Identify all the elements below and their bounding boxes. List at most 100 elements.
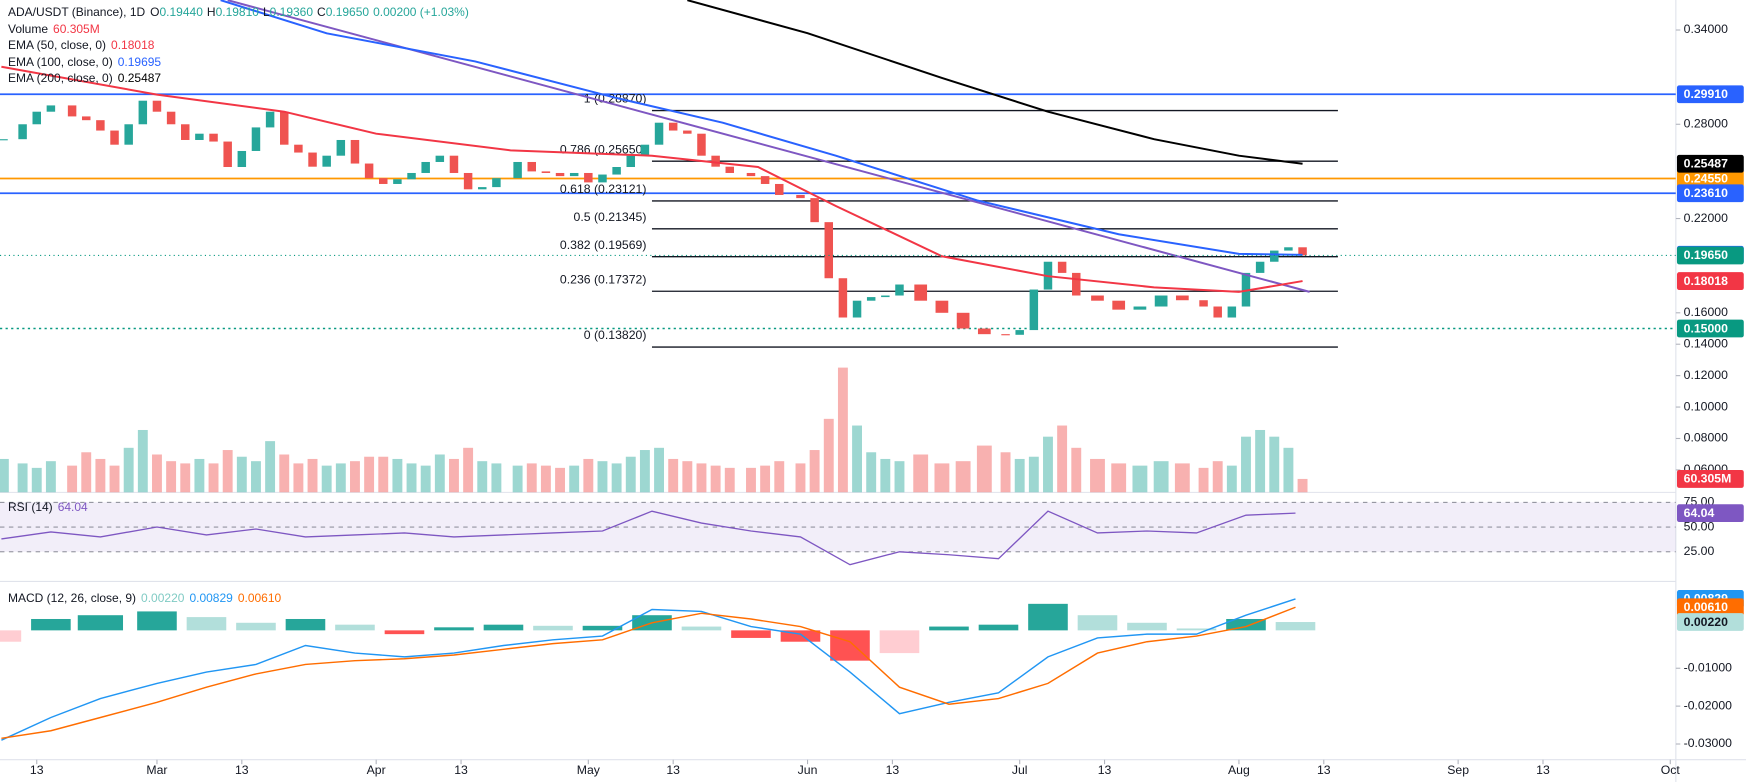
fib-label: 0.5 (0.21345) (574, 210, 647, 224)
volume-bar (1255, 429, 1266, 493)
last-price-badge-bg (1676, 246, 1744, 265)
macd-histogram-bar (1028, 603, 1068, 631)
volume-bar (17, 463, 28, 493)
x-tick-label: Aug (1228, 763, 1250, 777)
ema-name: EMA (200, close, 0) (8, 71, 113, 85)
volume-bar (364, 456, 375, 493)
volume-bar (491, 463, 502, 493)
y-tick-label: -0.01000 (1684, 660, 1733, 674)
last-price-badge: 0.19650 (1684, 248, 1728, 262)
candle-body (379, 178, 388, 184)
candle-body (1015, 330, 1024, 335)
x-tick-label: 13 (1317, 763, 1331, 777)
volume-bar (166, 461, 177, 493)
ohlc-item: C0.19650 (317, 5, 369, 19)
volume-bar (31, 467, 42, 493)
x-tick-label: Jun (798, 763, 818, 777)
macd-histogram-bar (1077, 615, 1118, 631)
volume-bar (852, 425, 862, 493)
macd-histogram-bar (1127, 622, 1167, 631)
candle-body (895, 284, 904, 296)
candle-body (810, 198, 819, 223)
candle-body (824, 222, 834, 279)
fib-label: 0 (0.13820) (584, 328, 647, 342)
volume-bar (555, 467, 565, 493)
hline-badge-bg (1676, 169, 1744, 188)
ema-name: EMA (100, close, 0) (8, 54, 113, 69)
y-tick-label: 50.00 (1684, 519, 1715, 533)
candle-body (336, 139, 346, 156)
symbol-line: ADA/USDT (Binance), 1D O0.19440 H0.19810 L0… (8, 4, 474, 21)
macd-histogram-bar (582, 625, 623, 631)
candle-body (1255, 261, 1265, 273)
hline-badge-bg (1676, 319, 1744, 338)
candle-body (541, 171, 551, 173)
axes: 0.34000 0.28000 0.22000 0.16000 0.14000 0.120… (30, 22, 1744, 777)
volume-bar (795, 463, 806, 493)
candle-body (683, 130, 692, 134)
macd-histogram-bar (186, 617, 227, 631)
candle-body (407, 172, 416, 180)
macd-histogram-bar (929, 626, 969, 631)
volume-bar (194, 458, 205, 493)
ohlc-key: L (262, 5, 270, 19)
macd-histogram-bar (830, 630, 870, 661)
main-legend: ADA/USDT (Binance), 1D O0.19440 H0.19810 L0… (8, 4, 474, 87)
y-tick-label: 0.34000 (1684, 22, 1728, 36)
x-tick-label: 13 (1098, 763, 1112, 777)
volume-bar (293, 463, 304, 493)
candle-body (1227, 306, 1237, 318)
signal-badge-bg (1676, 598, 1744, 617)
x-tick-label: 13 (235, 763, 249, 777)
volume-bar (682, 461, 693, 493)
signal-value: 0.00610 (237, 591, 282, 605)
signal-badge: 0.00610 (1684, 600, 1728, 614)
ohlc-key: O (150, 5, 160, 19)
volume-bar (222, 450, 233, 493)
macd-histogram-bar (384, 630, 425, 635)
volume-legend: Volume 60.305M (8, 21, 474, 38)
volume-bar (894, 461, 905, 493)
rsi-badge: 64.04 (1684, 506, 1715, 520)
volume-bar (809, 450, 820, 493)
x-tick-label: 13 (666, 763, 680, 777)
candle-body (527, 161, 536, 172)
hline-badge: 0.15000 (1684, 321, 1728, 335)
y-tick-label: 0.12000 (1684, 368, 1728, 382)
volume-bar (760, 465, 771, 493)
candle-body (421, 161, 430, 173)
volume-bar (866, 452, 877, 493)
candle-body (914, 284, 928, 301)
candle-body (1091, 295, 1104, 301)
y-tick-label: 0.10000 (1684, 399, 1728, 413)
volume-bar (1043, 436, 1053, 493)
candle-body (67, 105, 77, 117)
rsi-name: RSI (14) (8, 500, 53, 514)
ema-value: 0.19695 (117, 54, 162, 69)
volume-bar (1241, 436, 1251, 493)
volume-bar (955, 461, 971, 493)
candle-body (110, 130, 119, 145)
candle-body (280, 111, 289, 145)
hline-badge-bg (1676, 85, 1744, 104)
volume-bar (1212, 461, 1223, 493)
ohlc-key: H (206, 5, 216, 19)
macd-histogram-bar (31, 618, 71, 631)
candle-body (1199, 300, 1208, 307)
histogram-badge-bg (1676, 613, 1744, 631)
volume-bar (1071, 447, 1082, 493)
macd-histogram-bar (285, 618, 326, 631)
y-tick-label: -0.02000 (1684, 698, 1733, 712)
volume-bar (406, 463, 417, 493)
y-tick-label: -0.03000 (1684, 736, 1733, 750)
volume-bar (279, 454, 290, 493)
hline-badge: 0.23610 (1684, 186, 1728, 200)
candle-body (1175, 295, 1189, 301)
candle-body (138, 100, 148, 125)
ohlc-item: L0.19360 (263, 5, 313, 19)
volume-bar (1283, 447, 1294, 493)
ohlc-item: O0.19440 (150, 5, 203, 19)
ohlc-value: 0.19360 (269, 5, 314, 19)
candle-body (195, 133, 204, 140)
volume-bar (512, 465, 523, 493)
